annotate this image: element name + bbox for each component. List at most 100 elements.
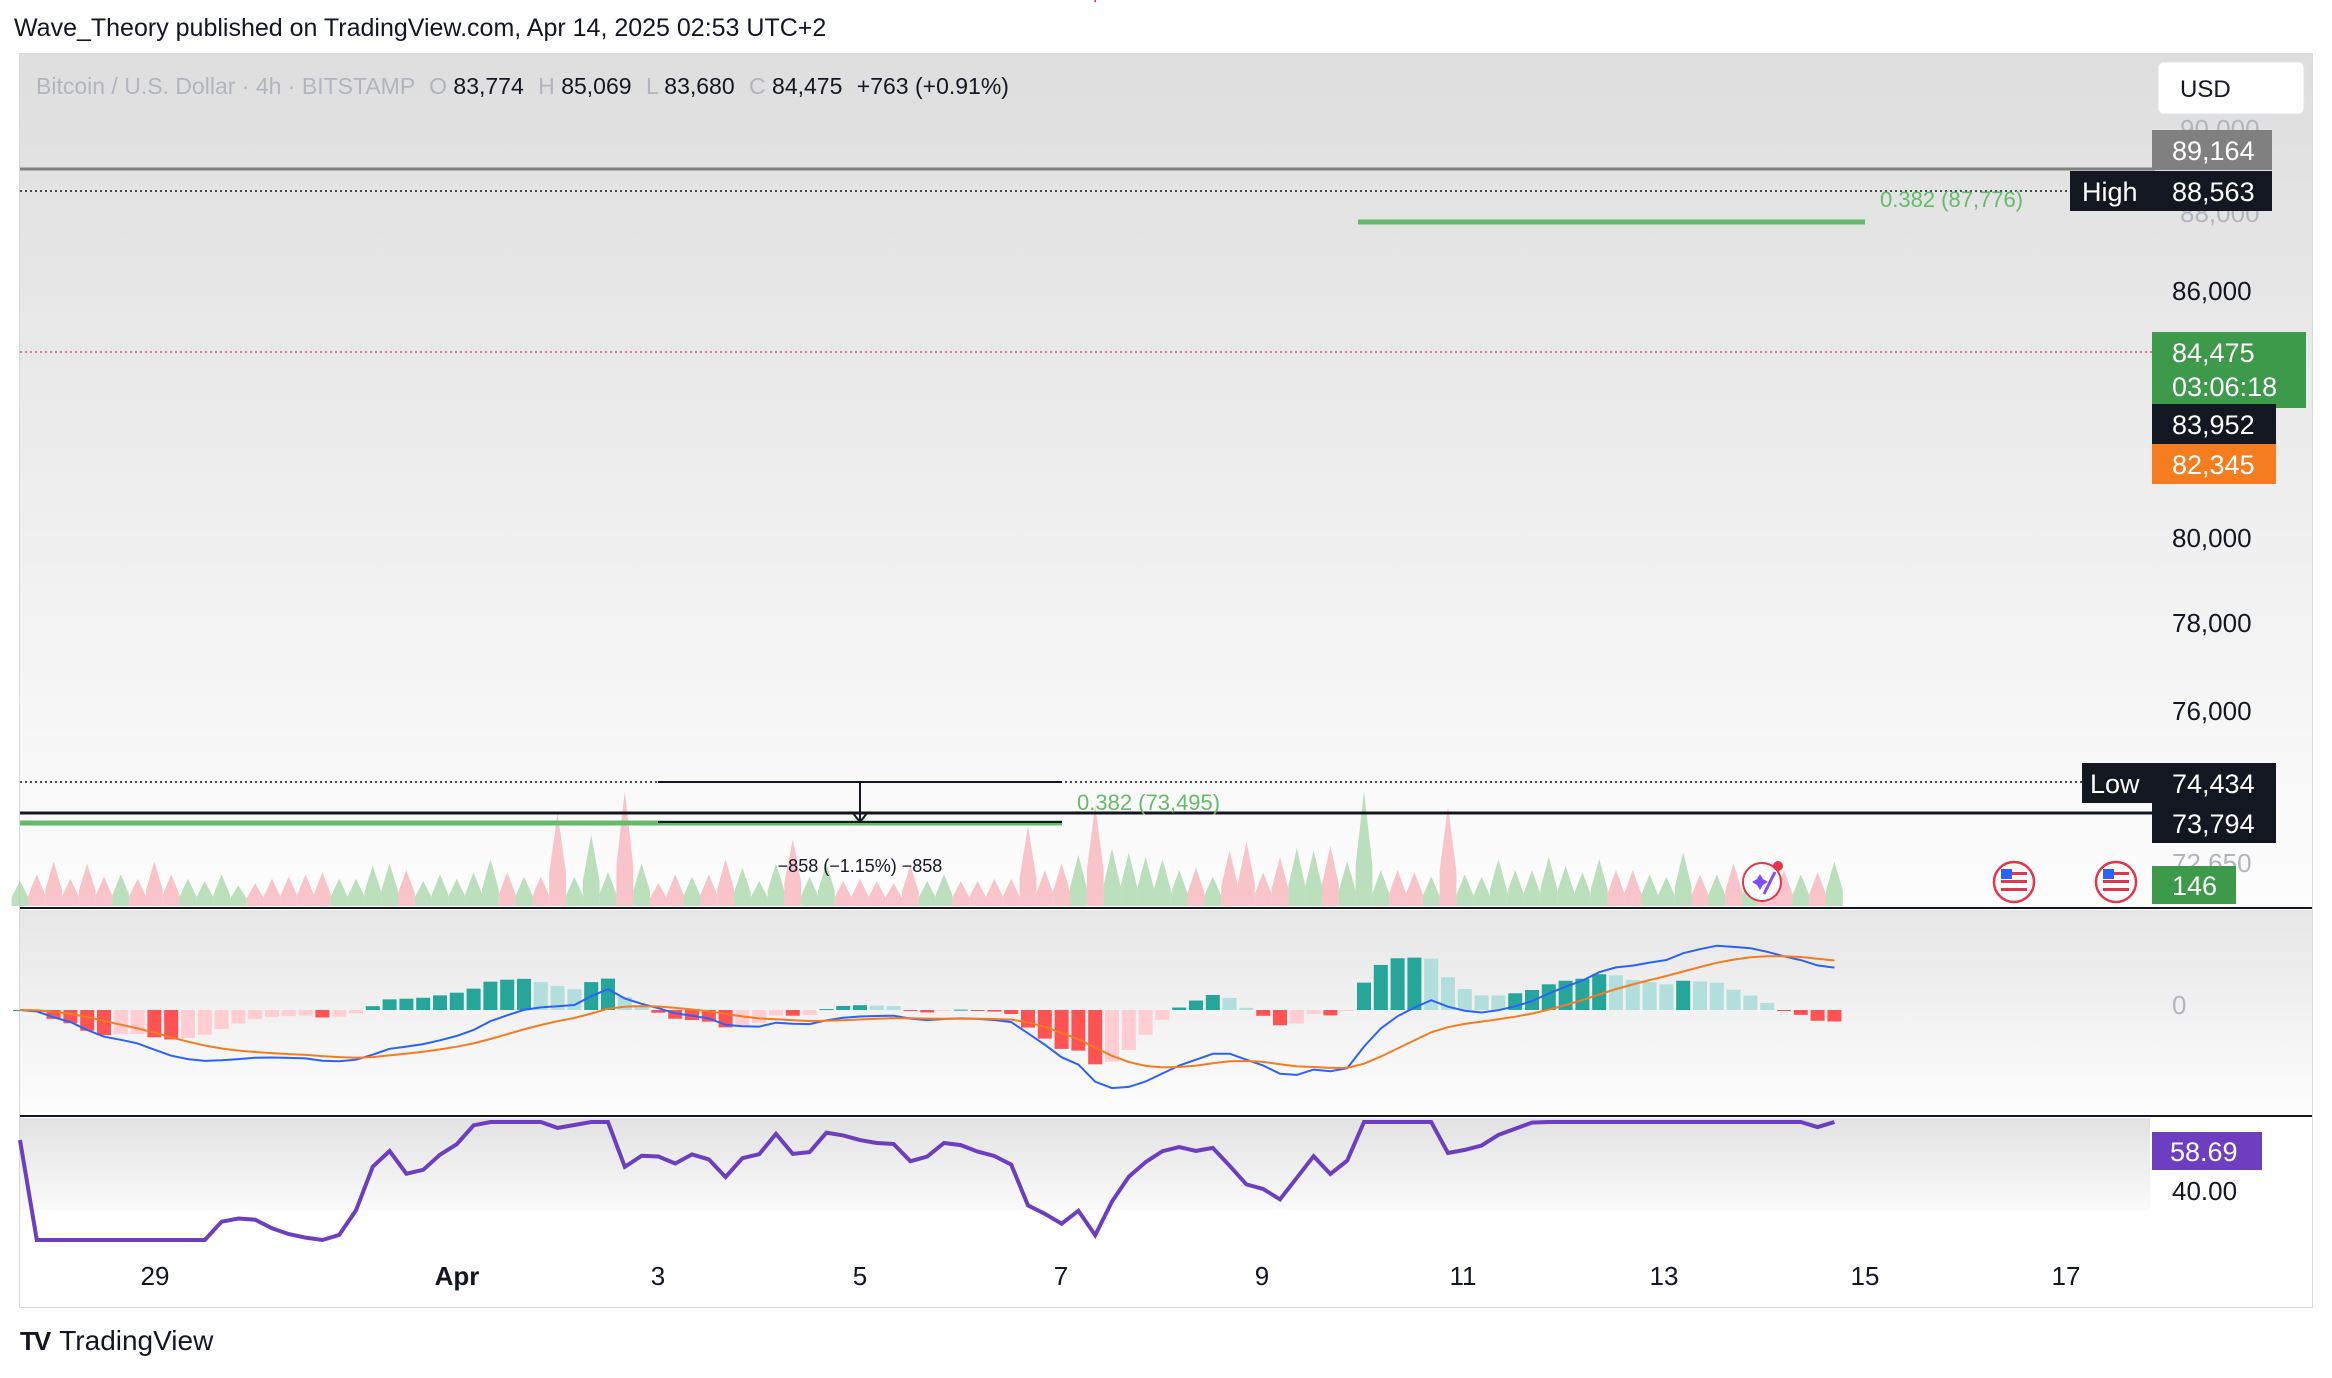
- volume-bar: [498, 872, 516, 906]
- time-tick: 9: [1255, 1261, 1269, 1291]
- volume-bar: [1792, 874, 1810, 906]
- volume-bar: [1574, 872, 1591, 906]
- volume-bar: [616, 791, 634, 906]
- ai-sparkle-icon[interactable]: [1742, 861, 1783, 902]
- volume-bar: [431, 874, 449, 906]
- macd-histogram-bar: [1743, 995, 1758, 1010]
- macd-histogram-bar: [1138, 1010, 1153, 1035]
- svg-text:Bitcoin / U.S. Dollar · 4h · B: Bitcoin / U.S. Dollar · 4h · BITSTAMP O …: [36, 73, 1009, 99]
- volume-bar: [1070, 854, 1087, 906]
- legend-low: 83,680: [664, 73, 734, 99]
- legend-open: 83,774: [453, 73, 524, 99]
- volume-bar: [767, 863, 785, 906]
- rsi-value-label: 58.69: [2152, 1132, 2262, 1170]
- fib-upper-label: 0.382 (87,776): [1880, 187, 2023, 212]
- macd-histogram-bar: [1205, 994, 1220, 1010]
- volume-bar: [1540, 856, 1558, 906]
- volume-bar: [1406, 872, 1423, 906]
- volume-bar: [1708, 874, 1726, 906]
- volume-bar: [1137, 856, 1154, 906]
- macd-histogram-bar: [1810, 1010, 1825, 1021]
- volume-bar: [11, 881, 29, 906]
- macd-histogram-bar: [1726, 989, 1741, 1010]
- svg-text:74,434: 74,434: [2172, 769, 2255, 799]
- macd-histogram-bar: [1273, 1010, 1287, 1026]
- macd-histogram-bar: [819, 1009, 834, 1011]
- currency-button[interactable]: USD: [2157, 61, 2305, 115]
- time-tick: Apr: [435, 1261, 480, 1291]
- macd-histogram-bar: [214, 1010, 229, 1029]
- macd-histogram-bar: [97, 1010, 111, 1036]
- volume-bar: [599, 872, 617, 906]
- volume-bar: [330, 878, 348, 906]
- volume-bar: [851, 878, 869, 906]
- volume-bar: [1775, 870, 1793, 906]
- footer-brand[interactable]: TV TradingView: [20, 1325, 213, 1357]
- macd-histogram-bar: [113, 1010, 128, 1035]
- volume-bar: [1490, 859, 1507, 906]
- volume-bar: [1238, 841, 1255, 906]
- macd-histogram-bar: [1642, 982, 1657, 1010]
- macd-histogram-bar: [1575, 978, 1590, 1010]
- candle: [1094, 0, 1096, 3]
- macd-histogram-bar: [315, 1010, 330, 1018]
- svg-text:73,794: 73,794: [2172, 809, 2255, 839]
- volume-label: 146: [2152, 866, 2236, 904]
- chart-frame: [19, 53, 2313, 1308]
- volume-bar: [1691, 874, 1709, 906]
- high-label: High 88,563: [2070, 171, 2272, 211]
- macd-zero-label: 0: [2172, 990, 2186, 1020]
- volume-bar: [1372, 870, 1390, 906]
- macd-histogram-bar: [903, 1010, 918, 1011]
- rsi-level-label: 40.00: [2172, 1176, 2237, 1206]
- us-flag-icon[interactable]: [2094, 860, 2138, 904]
- time-axis[interactable]: 29 Apr 3 5 7 9 11 13 15 17: [141, 1261, 2081, 1291]
- rsi-line: [18, 1120, 1835, 1243]
- volume-bar: [1019, 826, 1037, 906]
- volume-bar: [1607, 870, 1625, 906]
- volume-bar: [213, 874, 230, 906]
- volume-bar: [834, 881, 852, 906]
- us-flag-icon[interactable]: [1992, 860, 2036, 904]
- time-tick: 7: [1054, 1261, 1068, 1291]
- volume-bar: [364, 865, 382, 906]
- macd-histogram-bar: [869, 1005, 884, 1010]
- macd-histogram-bar: [1289, 1010, 1304, 1024]
- macd-histogram-bar: [970, 1010, 985, 1011]
- time-tick: 5: [853, 1261, 867, 1291]
- macd-histogram-bar: [533, 981, 548, 1010]
- volume-bar: [750, 881, 768, 906]
- macd-histogram-bar: [1441, 977, 1455, 1010]
- price-axis[interactable]: 90,000 88,000 86,000 80,000 78,000 76,00…: [2172, 114, 2260, 878]
- volume-bar: [230, 885, 247, 906]
- macd-histogram-bar: [1340, 1010, 1355, 1011]
- volume-bar: [196, 881, 214, 906]
- volume-bar: [515, 876, 533, 906]
- symbol-legend[interactable]: Bitcoin / U.S. Dollar · 4h · BITSTAMP O …: [36, 73, 1009, 99]
- time-tick: 3: [651, 1261, 665, 1291]
- macd-histogram-bar: [1121, 1010, 1136, 1050]
- publish-header: Wave_Theory published on TradingView.com…: [14, 14, 827, 42]
- volume-bar: [1053, 863, 1070, 906]
- macd-histogram-bar: [853, 1005, 867, 1010]
- time-tick: 13: [1650, 1261, 1679, 1291]
- volume-bar: [1624, 870, 1642, 906]
- volume-bar: [1187, 867, 1205, 906]
- macd-histogram-bar: [802, 1010, 817, 1015]
- volume-bar: [146, 861, 163, 906]
- price-tick: 76,000: [2172, 696, 2252, 726]
- macd-histogram-bar: [1659, 984, 1674, 1010]
- volume-bar: [1170, 870, 1188, 906]
- time-tick: 15: [1851, 1261, 1880, 1291]
- macd-histogram-bar: [836, 1005, 851, 1010]
- macd-histogram-bar: [1407, 957, 1422, 1010]
- volume-bar: [902, 865, 919, 906]
- macd-histogram-bar: [164, 1010, 179, 1040]
- macd-histogram-bar: [1827, 1010, 1842, 1022]
- volume-bar: [1826, 861, 1843, 906]
- volume-bar: [1473, 876, 1490, 906]
- macd-histogram-bar: [416, 997, 431, 1010]
- volume-bar: [885, 883, 902, 906]
- macd-histogram-bar: [1004, 1010, 1019, 1014]
